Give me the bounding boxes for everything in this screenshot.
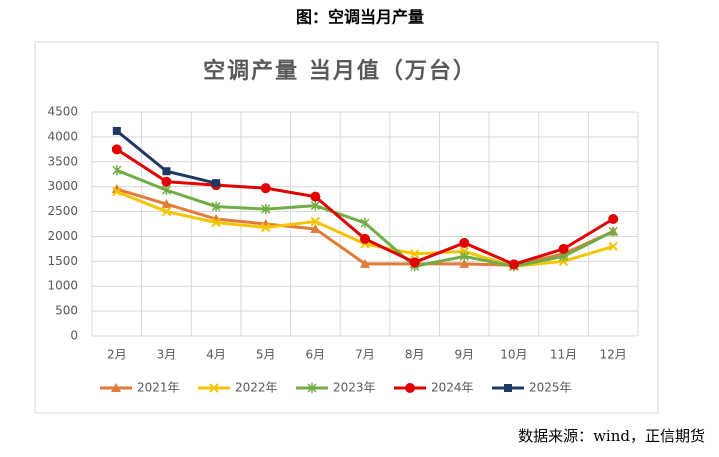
y-tick-label: 1000 xyxy=(47,279,78,293)
data-point xyxy=(111,184,122,194)
y-tick-label: 3500 xyxy=(47,154,78,168)
x-tick-label: 4月 xyxy=(206,348,226,362)
y-tick-label: 500 xyxy=(55,304,78,318)
x-tick-label: 9月 xyxy=(454,348,474,362)
data-point xyxy=(310,191,321,202)
x-tick-label: 11月 xyxy=(550,348,577,362)
x-tick-label: 10月 xyxy=(500,348,527,362)
data-point xyxy=(459,237,470,248)
legend-label: 2023年 xyxy=(333,381,376,395)
data-point xyxy=(459,251,469,262)
x-tick-label: 2月 xyxy=(107,348,127,362)
y-tick-label: 2000 xyxy=(47,229,78,243)
legend-marker xyxy=(209,383,219,393)
x-tick-label: 3月 xyxy=(157,348,177,362)
legend-label: 2021年 xyxy=(137,381,180,395)
data-point xyxy=(608,226,618,237)
y-tick-label: 3000 xyxy=(47,179,78,193)
data-point xyxy=(212,179,221,188)
data-point xyxy=(608,241,618,252)
legend-marker xyxy=(111,383,121,392)
data-point xyxy=(112,126,121,135)
data-point xyxy=(261,204,271,215)
data-point xyxy=(260,183,271,194)
data-point xyxy=(360,258,370,268)
data-point xyxy=(310,223,321,233)
x-tick-label: 7月 xyxy=(355,348,375,362)
data-point xyxy=(161,199,172,209)
data-point xyxy=(112,165,122,176)
data-point xyxy=(112,186,122,197)
y-tick-label: 4500 xyxy=(47,105,78,119)
legend-label: 2025年 xyxy=(529,381,572,395)
x-tick-label: 12月 xyxy=(600,348,627,362)
data-point xyxy=(459,258,470,268)
data-point xyxy=(310,216,321,227)
x-tick-label: 8月 xyxy=(405,348,425,362)
data-point xyxy=(261,222,271,233)
data-point xyxy=(310,200,320,211)
legend-marker xyxy=(504,384,512,392)
data-point xyxy=(409,249,420,259)
data-point xyxy=(409,257,420,268)
y-tick-label: 1500 xyxy=(47,254,78,268)
data-point xyxy=(161,206,172,217)
chart-frame xyxy=(34,41,659,414)
data-point xyxy=(111,144,122,155)
data-point xyxy=(161,176,172,187)
legend-marker xyxy=(405,383,415,393)
y-tick-label: 4000 xyxy=(47,129,78,143)
data-point xyxy=(161,185,171,196)
legend-label: 2022年 xyxy=(235,381,278,395)
x-tick-label: 6月 xyxy=(306,348,326,362)
header: 图：空调当月产量 xyxy=(296,8,424,27)
chart-title: 空调产量 当月值（万台） xyxy=(203,58,477,84)
legend-marker xyxy=(307,383,317,393)
data-point xyxy=(608,214,619,225)
data-point xyxy=(508,259,519,270)
y-tick-label: 2500 xyxy=(47,204,78,218)
data-point xyxy=(211,201,221,212)
data-point xyxy=(558,243,569,254)
y-tick-label: 0 xyxy=(70,329,78,343)
x-tick-label: 5月 xyxy=(256,348,276,362)
data-point xyxy=(211,217,221,228)
legend-label: 2024年 xyxy=(431,381,474,395)
data-point xyxy=(360,218,370,229)
data-point xyxy=(360,233,370,244)
data-point xyxy=(162,167,171,176)
source: 数据来源：wind，正信期货 xyxy=(518,427,705,445)
